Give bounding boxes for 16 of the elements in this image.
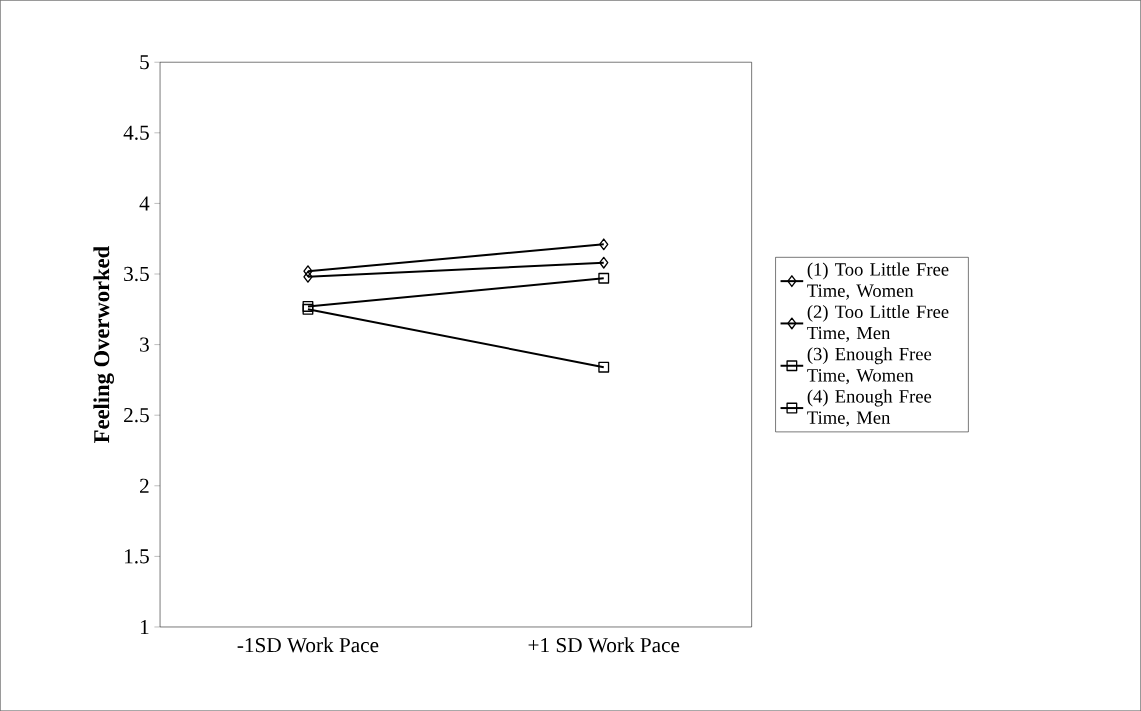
legend-label: (3) Enough Free Time, Women: [807, 347, 932, 385]
y-tick-label: 4: [139, 196, 150, 211]
x-tick-label: -1SD Work Pace: [237, 637, 379, 653]
legend-label: (1) Too Little Free Time, Women: [807, 262, 949, 300]
legend-label: (2) Too Little Free Time, Men: [807, 304, 949, 342]
y-tick-label: 1: [140, 619, 149, 634]
y-tick-label: 4.5: [123, 125, 149, 140]
y-tick-label: 2.5: [124, 407, 149, 423]
y-axis-title: Feeling Overworked: [93, 246, 115, 443]
y-tick-label: 3: [140, 337, 149, 352]
y-tick-label: 2: [140, 478, 149, 493]
x-tick-label: +1 SD Work Pace: [528, 637, 680, 653]
y-tick-label: 1.5: [125, 549, 149, 564]
legend-label: (4) Enough Free Time, Men: [807, 389, 932, 427]
y-tick-label: 5: [140, 55, 149, 70]
y-tick-label: 3.5: [124, 266, 149, 282]
